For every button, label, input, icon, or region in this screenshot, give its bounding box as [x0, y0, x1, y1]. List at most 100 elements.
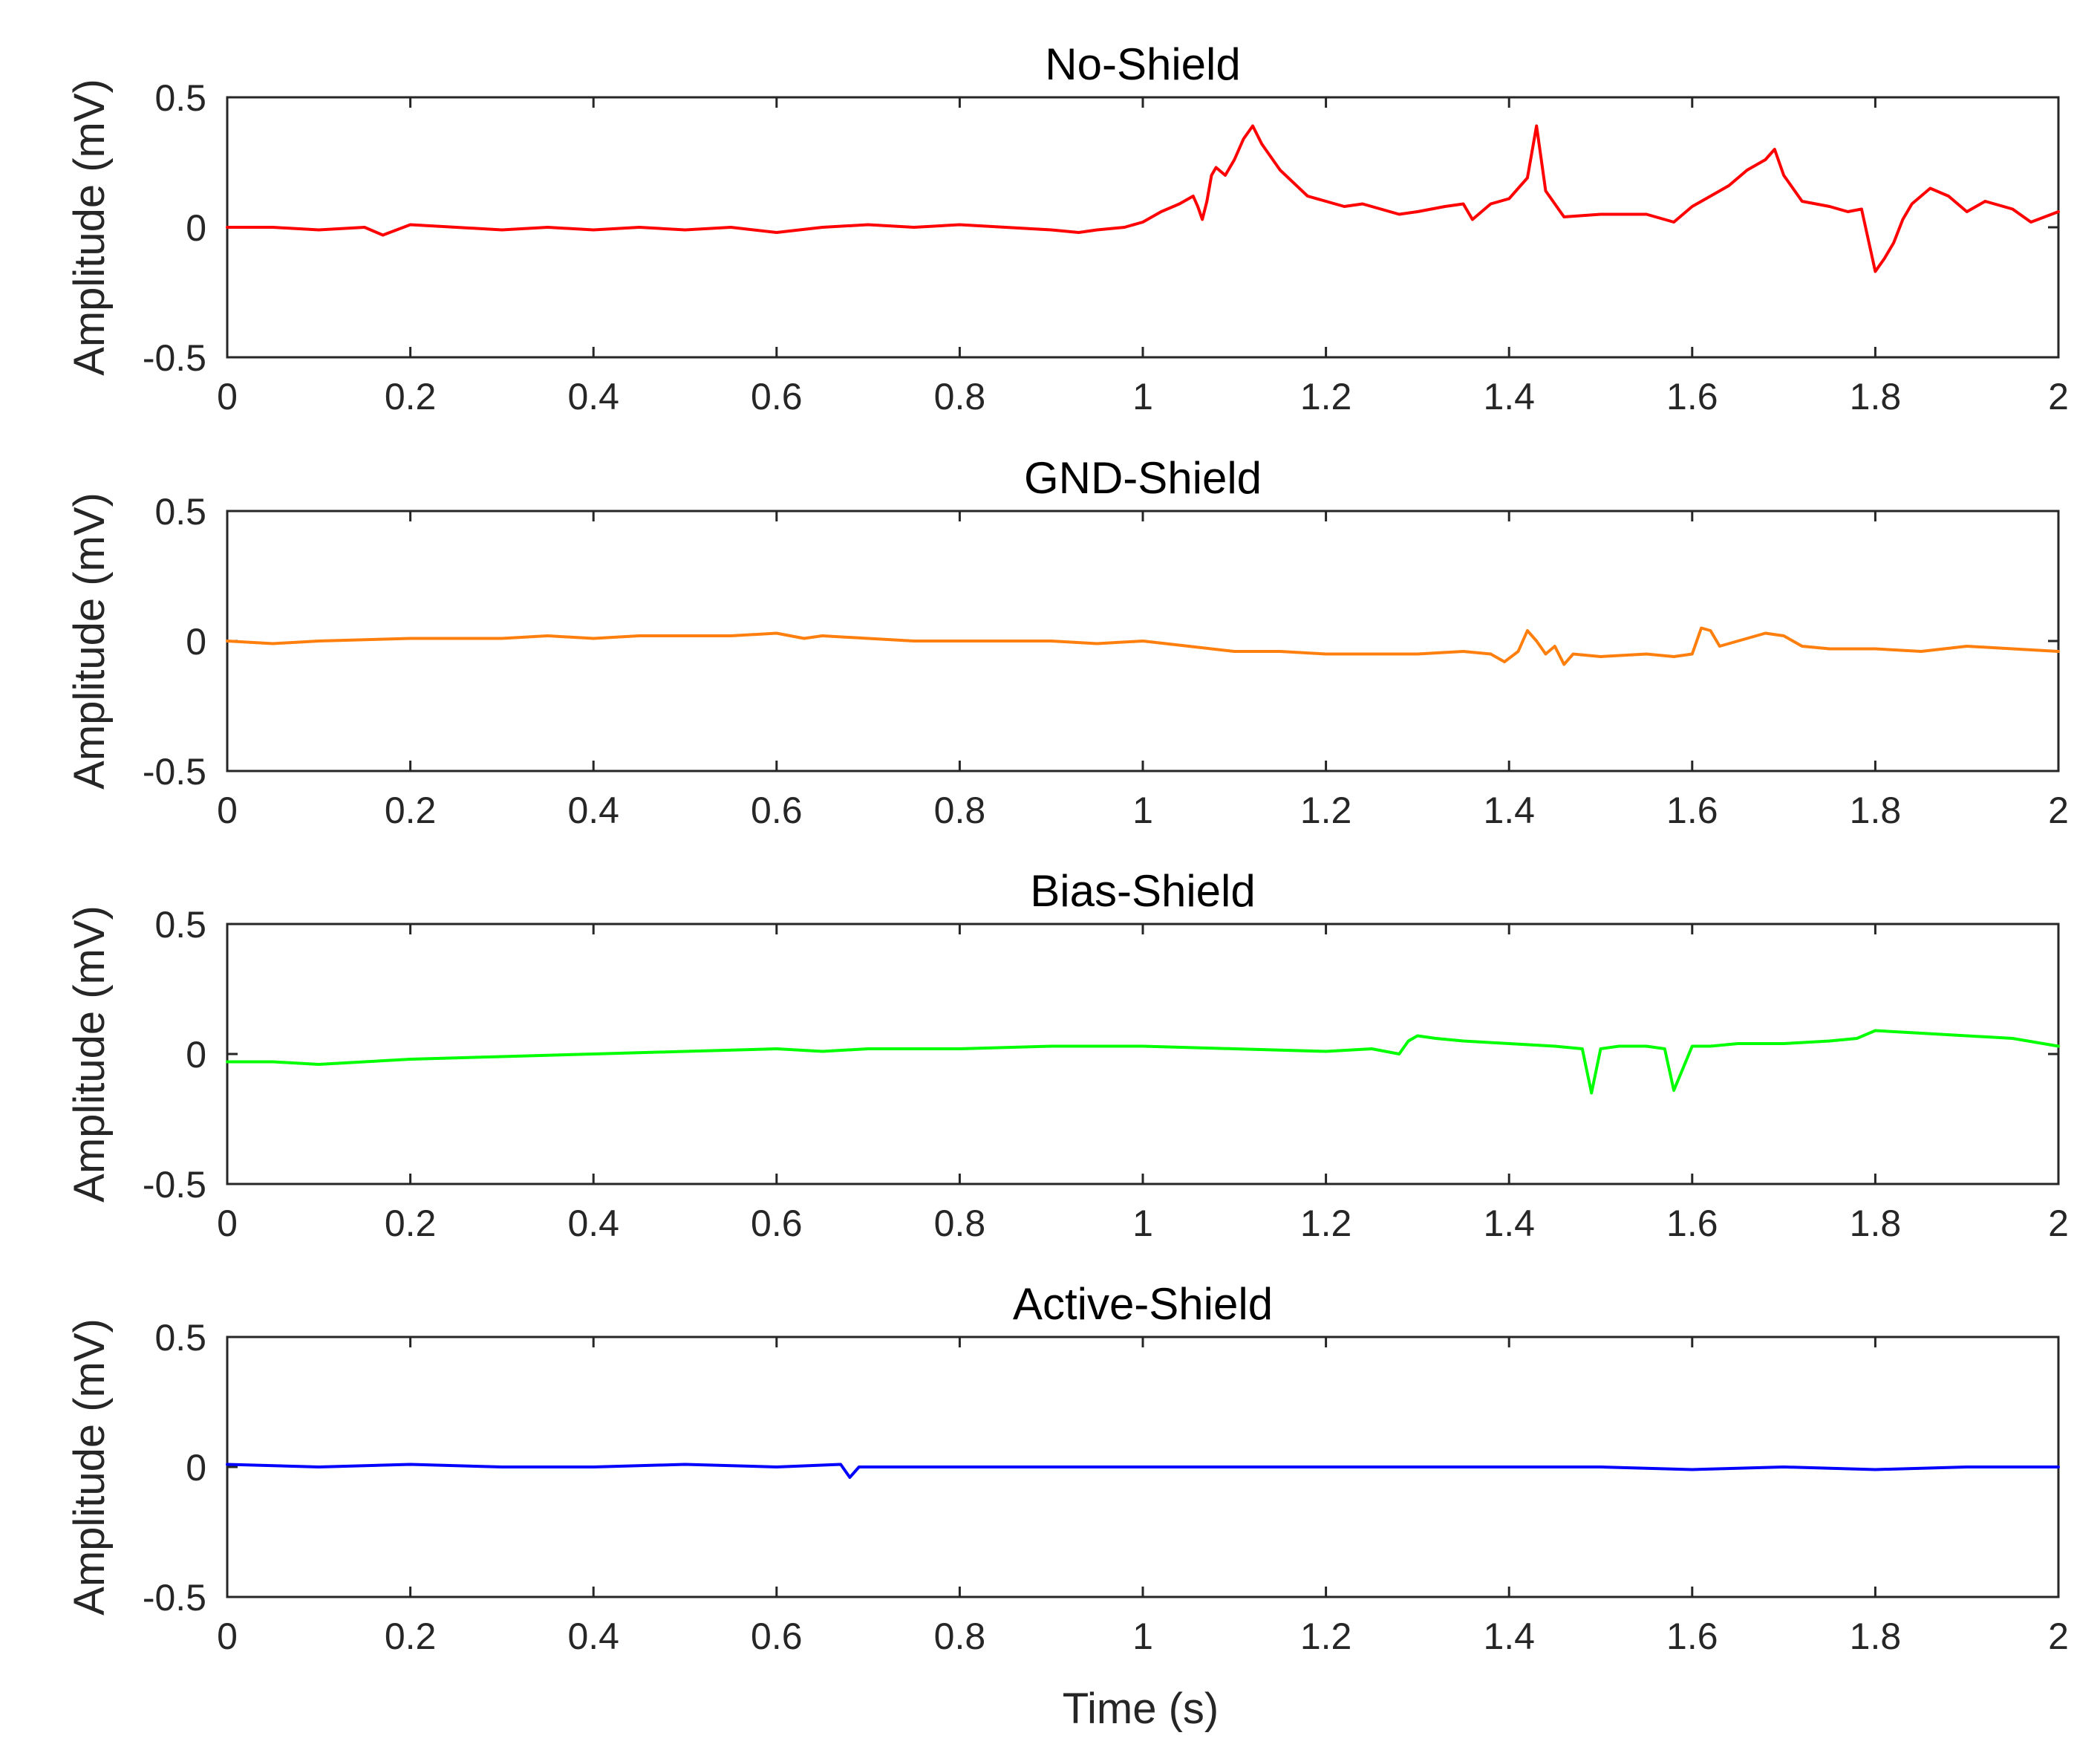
data-point: [317, 228, 320, 232]
data-point: [1672, 221, 1675, 224]
data-point: [1828, 1039, 1831, 1043]
data-point: [1590, 1091, 1593, 1095]
data-point: [821, 226, 824, 229]
data-point: [1709, 1044, 1712, 1048]
data-point: [1966, 210, 1969, 213]
series-line-no-shield: [226, 124, 2060, 273]
data-point: [1691, 652, 1694, 656]
data-point: [1911, 202, 1914, 206]
data-point: [1828, 205, 1831, 208]
data-point: [500, 1055, 503, 1058]
data-point: [1398, 212, 1400, 216]
data-point: [1306, 195, 1309, 198]
data-point: [1462, 202, 1465, 206]
data-point: [638, 226, 641, 229]
data-point: [1645, 1044, 1648, 1048]
data-point: [2057, 210, 2060, 213]
data-point: [226, 640, 229, 642]
data-point: [1773, 148, 1776, 151]
x-tick-label: 1: [1132, 1616, 1153, 1657]
data-point: [1141, 640, 1144, 642]
data-point: [958, 223, 961, 227]
x-tick-label: 0.2: [385, 376, 437, 417]
data-point: [1782, 1465, 1785, 1468]
x-tick-label: 0.2: [385, 1203, 437, 1244]
x-tick-label: 0: [217, 1203, 238, 1244]
data-point: [958, 640, 961, 642]
data-point: [1215, 166, 1218, 169]
data-point: [1920, 1032, 1923, 1035]
data-point: [1526, 629, 1529, 632]
x-tick-label: 0.2: [385, 790, 437, 831]
x-tick-label: 0.4: [567, 1616, 619, 1657]
data-point: [1325, 200, 1328, 203]
data-point: [1004, 226, 1007, 229]
data-point: [1782, 1042, 1785, 1045]
y-tick-label: -0.5: [143, 751, 206, 793]
chart-panel-1: 0 0.2 0.4 0.6 0.8 1 1.2 1.4 1.6 1.8 2 0.5 0 -0.5 Ampli…: [65, 39, 2069, 417]
data-point: [1599, 655, 1602, 658]
x-tick-label: 1.2: [1300, 376, 1352, 417]
data-point: [1516, 650, 1520, 653]
data-point: [2057, 1465, 2060, 1468]
data-point: [1095, 642, 1098, 645]
x-tick-label: 0.8: [934, 790, 986, 831]
data-point: [729, 634, 732, 637]
x-tick-label: 0: [217, 376, 238, 417]
data-point: [867, 223, 870, 227]
data-point: [454, 226, 457, 229]
x-tick-label: 1.6: [1666, 790, 1718, 831]
data-point: [1892, 241, 1895, 244]
data-point: [913, 640, 916, 642]
data-point: [1361, 202, 1364, 206]
data-point: [1050, 1465, 1053, 1468]
y-tick-label: 0: [186, 1447, 206, 1489]
data-point: [1471, 218, 1474, 221]
y-tick-label: 0.5: [154, 904, 206, 946]
data-point: [867, 637, 870, 640]
data-point: [958, 1465, 961, 1468]
data-point: [1617, 1044, 1620, 1048]
x-tick-label: 1: [1132, 376, 1153, 417]
data-point: [1279, 650, 1282, 653]
x-tick-label: 0.4: [567, 376, 619, 417]
data-point: [1782, 634, 1785, 637]
data-point: [1544, 652, 1548, 656]
data-point: [1095, 228, 1098, 232]
data-point: [1571, 652, 1575, 656]
data-point: [409, 223, 412, 227]
y-axis-label: Amplitude (mV): [65, 492, 114, 790]
data-point: [638, 634, 641, 637]
data-point: [1004, 640, 1007, 642]
figure-xlabel: Time (s): [1063, 1685, 1219, 1733]
data-point: [1233, 1465, 1236, 1468]
data-point: [409, 1463, 412, 1466]
data-point: [839, 1463, 842, 1466]
data-point: [1279, 169, 1282, 172]
data-point: [775, 1047, 778, 1050]
data-point: [958, 1047, 961, 1050]
data-point: [1562, 663, 1565, 666]
data-point: [1860, 207, 1863, 211]
data-point: [775, 1465, 778, 1468]
x-tick-label: 1.8: [1850, 1203, 1902, 1244]
data-point: [363, 226, 366, 229]
data-point: [1562, 215, 1565, 218]
data-point: [1233, 650, 1236, 653]
data-point: [1192, 195, 1195, 198]
y-tick-label: -0.5: [143, 1577, 206, 1619]
x-tick-label: 2: [2048, 376, 2069, 417]
data-point: [1966, 1465, 1969, 1468]
data-point: [1260, 143, 1263, 146]
plot-area: [226, 923, 2060, 1185]
x-tick-label: 0.6: [751, 1203, 803, 1244]
y-axis-label: Amplitude (mV): [65, 1318, 114, 1616]
y-tick-label: 0.5: [154, 1317, 206, 1359]
data-point: [1251, 124, 1254, 128]
data-point: [1645, 652, 1648, 656]
x-tick-label: 0.6: [751, 1616, 803, 1657]
data-point: [363, 1060, 366, 1064]
data-point: [729, 226, 732, 229]
x-tick-label: 1.8: [1850, 790, 1902, 831]
data-point: [1416, 210, 1419, 213]
